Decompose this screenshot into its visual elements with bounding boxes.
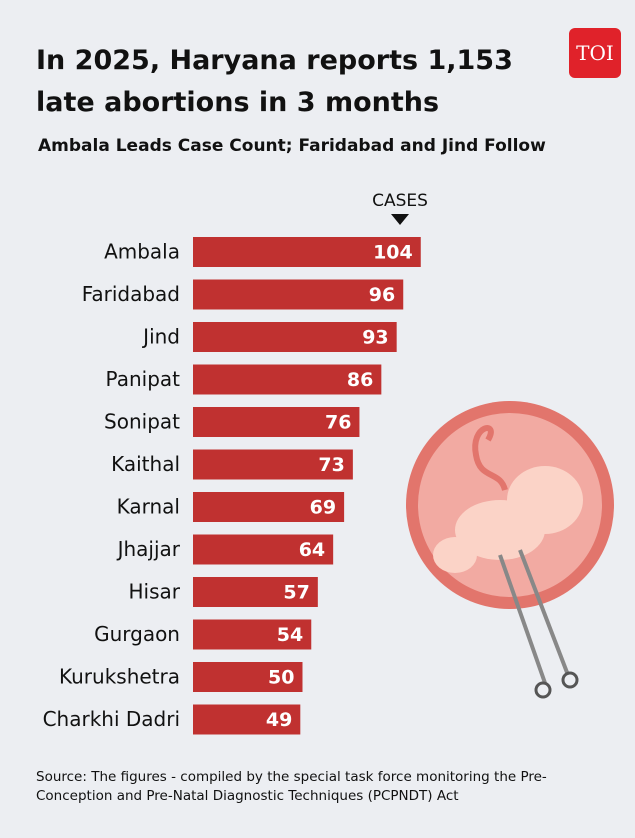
value-label: 104 — [373, 242, 413, 264]
umbilical-cord — [472, 425, 508, 492]
chart-title: In 2025, Haryana reports 1,153 late abor… — [36, 45, 513, 118]
value-label: 76 — [325, 412, 351, 434]
bar — [193, 662, 303, 692]
category-label: Ambala — [104, 240, 180, 264]
value-label: 64 — [299, 539, 325, 561]
logo: TOI — [569, 28, 621, 78]
value-label: 54 — [277, 624, 303, 646]
value-label: 49 — [266, 709, 292, 731]
scissor-blade — [518, 549, 570, 676]
scissor-blade — [498, 554, 547, 684]
value-label: 50 — [268, 667, 294, 689]
value-label: 93 — [362, 327, 388, 349]
scissor-handle — [561, 671, 579, 689]
value-label: 96 — [369, 284, 395, 306]
category-label: Gurgaon — [94, 622, 180, 646]
bar — [193, 577, 318, 607]
fetus-body — [455, 500, 545, 560]
value-label: 57 — [283, 582, 309, 604]
bar — [193, 364, 382, 395]
bar — [193, 492, 345, 522]
illustration — [406, 401, 614, 699]
scissor-handle — [534, 681, 552, 699]
category-label: Karnal — [117, 495, 180, 519]
category-label: Jhajjar — [116, 537, 181, 561]
bar — [193, 619, 312, 650]
category-label: Charkhi Dadri — [43, 707, 180, 731]
bar — [193, 534, 334, 565]
value-axis-label: CASES — [372, 191, 428, 211]
bar — [193, 237, 421, 267]
value-label: 86 — [347, 369, 373, 391]
bar — [193, 279, 404, 310]
value-label: 73 — [318, 454, 344, 476]
bar — [193, 322, 397, 352]
category-label: Sonipat — [104, 410, 180, 434]
category-label: Faridabad — [82, 282, 180, 306]
category-label: Kurukshetra — [59, 665, 180, 689]
fetus-leg — [433, 537, 477, 573]
category-label: Jind — [141, 325, 180, 349]
bar — [193, 704, 301, 735]
chart-subtitle: Ambala Leads Case Count; Faridabad and J… — [38, 136, 546, 156]
axis-arrow — [391, 214, 409, 225]
bar — [193, 449, 353, 480]
value-label: 69 — [310, 497, 336, 519]
bar — [193, 407, 360, 437]
category-label: Hisar — [129, 580, 181, 604]
source-note: Source: The figures - compiled by the sp… — [36, 769, 547, 804]
category-label: Kaithal — [111, 452, 180, 476]
category-label: Panipat — [106, 367, 181, 391]
